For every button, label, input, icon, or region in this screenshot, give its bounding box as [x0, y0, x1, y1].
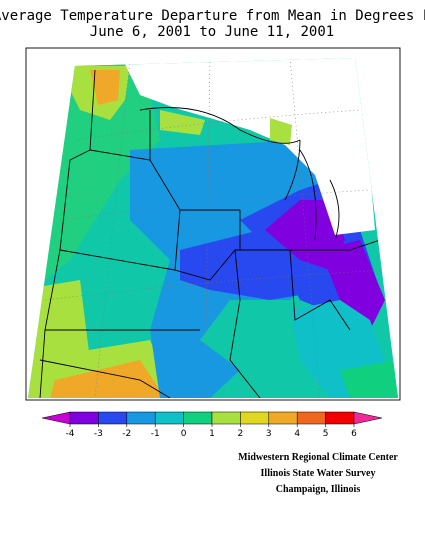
colorbar-segment [240, 411, 270, 425]
credit-line: Champaign, Illinois [276, 484, 361, 495]
map [25, 47, 401, 401]
colorbar-tick-label: 2 [238, 429, 244, 439]
colorbar-segment [296, 411, 326, 425]
title: Average Temperature Departure from Mean … [0, 8, 425, 24]
colorbar-tick-label: -4 [66, 429, 75, 439]
colorbar-tick-label: 5 [323, 429, 329, 439]
colorbar-tick-label: -2 [122, 429, 131, 439]
colorbar-segment [98, 411, 128, 425]
colorbar-tick-label: 3 [266, 429, 272, 439]
colorbar-tick-label: -3 [94, 429, 103, 439]
colorbar-tick-label: 6 [351, 429, 357, 439]
colorbar-segment [211, 411, 241, 425]
colorbar-tick-label: 0 [181, 429, 187, 439]
colorbar: -4 -3 -2 -1 0 1 2 3 4 5 6 [41, 411, 383, 439]
colorbar-segment [126, 411, 156, 425]
credit-line: Midwestern Regional Climate Center [238, 452, 398, 463]
subtitle: June 6, 2001 to June 11, 2001 [90, 24, 334, 40]
colorbar-segment [69, 411, 99, 425]
colorbar-tick-label: -1 [151, 429, 160, 439]
colorbar-segment [154, 411, 184, 425]
colorbar-tick-label: 1 [209, 429, 215, 439]
credit-line: Illinois State Water Survey [261, 468, 376, 479]
colorbar-arrow [41, 411, 71, 425]
colorbar-segment [268, 411, 298, 425]
colorbar-tick-label: 4 [294, 429, 300, 439]
colorbar-arrow [353, 411, 383, 425]
colorbar-segment [325, 411, 355, 425]
map-frame [25, 47, 401, 401]
colorbar-segment [183, 411, 213, 425]
